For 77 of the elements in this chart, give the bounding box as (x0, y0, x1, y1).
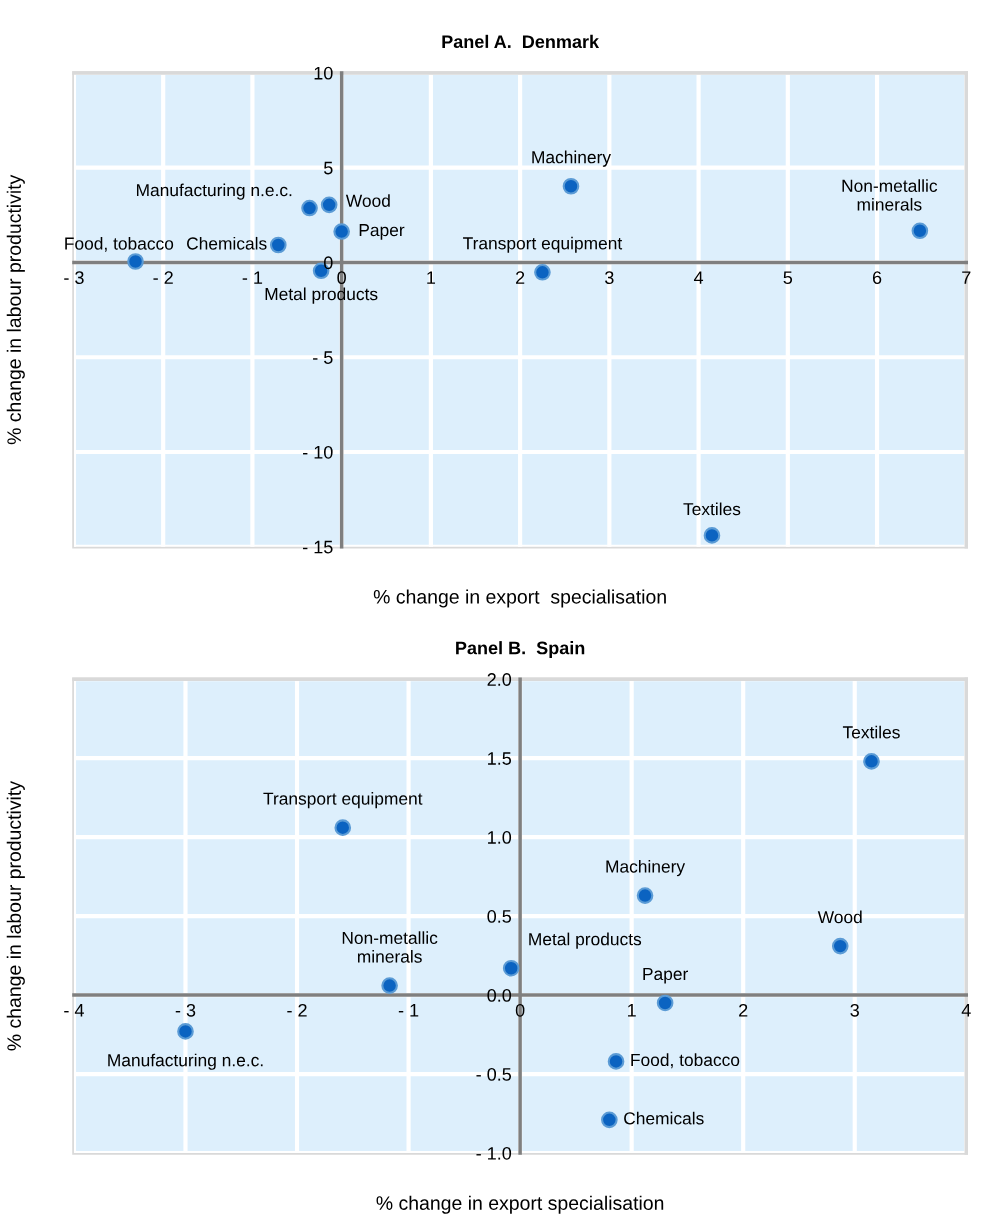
annotation: Textiles (842, 725, 900, 739)
annotation: Machinery (532, 150, 611, 167)
x-tick-label: 2 (516, 271, 525, 284)
x-tick-label: 2 (739, 1003, 748, 1017)
point (703, 527, 721, 544)
annotation: Wood (345, 194, 390, 207)
point (334, 819, 352, 836)
x-tick-label: 3 (850, 1003, 859, 1017)
annotation: Food, tobacco (631, 1053, 740, 1069)
point (863, 753, 880, 770)
annotation: Transport equipment (463, 236, 623, 253)
y-tick-label: 0.5 (487, 910, 512, 923)
y-axis-title: % change in labour productivity (6, 781, 25, 1051)
point (601, 1111, 618, 1129)
annotation: Non-metallic minerals (842, 179, 938, 211)
x-tick-label: 4 (693, 271, 704, 284)
point (636, 887, 654, 904)
y-tick-label: 10 (314, 66, 333, 80)
annotation: Transport equipment (263, 792, 423, 809)
point (607, 1053, 625, 1070)
annotation: Chemicals (624, 1111, 704, 1125)
y-tick-label: 5 (324, 161, 333, 175)
x-tick-label: 7 (962, 271, 971, 284)
chart-title: Panel A. Denmark (442, 34, 600, 49)
point (269, 236, 287, 254)
annotation: Paper (359, 224, 405, 240)
x-tick-label: 1 (628, 1004, 636, 1017)
annotation: Metal products (529, 932, 642, 949)
x-tick-label: 3 (605, 271, 614, 285)
x-tick-label: - 2 (287, 1003, 307, 1017)
y-tick-label: - 5 (313, 351, 333, 364)
annotation: Wood (817, 910, 862, 924)
point (381, 977, 398, 994)
annotation: Chemicals (187, 236, 267, 250)
x-tick-label: 5 (783, 271, 793, 285)
x-tick-label: 1 (427, 271, 436, 284)
x-axis-title: % change in export specialisation (373, 589, 666, 608)
point (127, 253, 144, 270)
x-tick-label: - 3 (64, 271, 84, 285)
y-tick-label: - 10 (303, 445, 333, 459)
point (562, 177, 580, 195)
point (333, 223, 350, 240)
x-tick-label: 0 (515, 1003, 525, 1017)
y-tick-label: 2.0 (487, 673, 512, 686)
x-tick-label: - 2 (153, 271, 173, 284)
x-tick-label: - 4 (64, 1004, 84, 1017)
y-tick-label: - 0.5 (476, 1067, 512, 1081)
annotation: Non-metallic minerals (342, 931, 438, 963)
x-tick-label: 0 (337, 271, 346, 285)
annotation: Food, tobacco (65, 236, 174, 252)
x-axis-title: % change in export specialisation (376, 1195, 664, 1214)
point (656, 994, 674, 1012)
annotation: Machinery (606, 859, 686, 877)
annotation: Manufacturing n.e.c. (108, 1053, 263, 1070)
point (534, 263, 551, 281)
x-tick-label: - 3 (175, 1003, 196, 1017)
y-tick-label: - 1.0 (476, 1146, 512, 1160)
y-tick-label: 0 (323, 256, 333, 270)
annotation: Manufacturing n.e.c. (136, 183, 292, 200)
x-tick-label: 4 (961, 1004, 971, 1017)
y-tick-label: 1.5 (488, 752, 512, 765)
x-tick-label: 6 (872, 271, 882, 285)
y-tick-label: - 15 (303, 540, 333, 554)
annotation: Paper (643, 967, 688, 984)
x-tick-label: - 1 (398, 1004, 419, 1017)
y-axis-title: % change in labour productivity (6, 174, 25, 445)
annotation: Textiles (683, 502, 741, 516)
point (502, 959, 520, 977)
point (301, 199, 318, 217)
chart-title: Panel B. Spain (456, 641, 585, 658)
x-tick-label: - 1 (242, 271, 263, 284)
annotation: Metal products (265, 287, 378, 304)
point (177, 1023, 194, 1040)
y-tick-label: 1.0 (488, 831, 512, 844)
point (831, 937, 849, 955)
point (911, 222, 929, 240)
point (320, 196, 338, 214)
